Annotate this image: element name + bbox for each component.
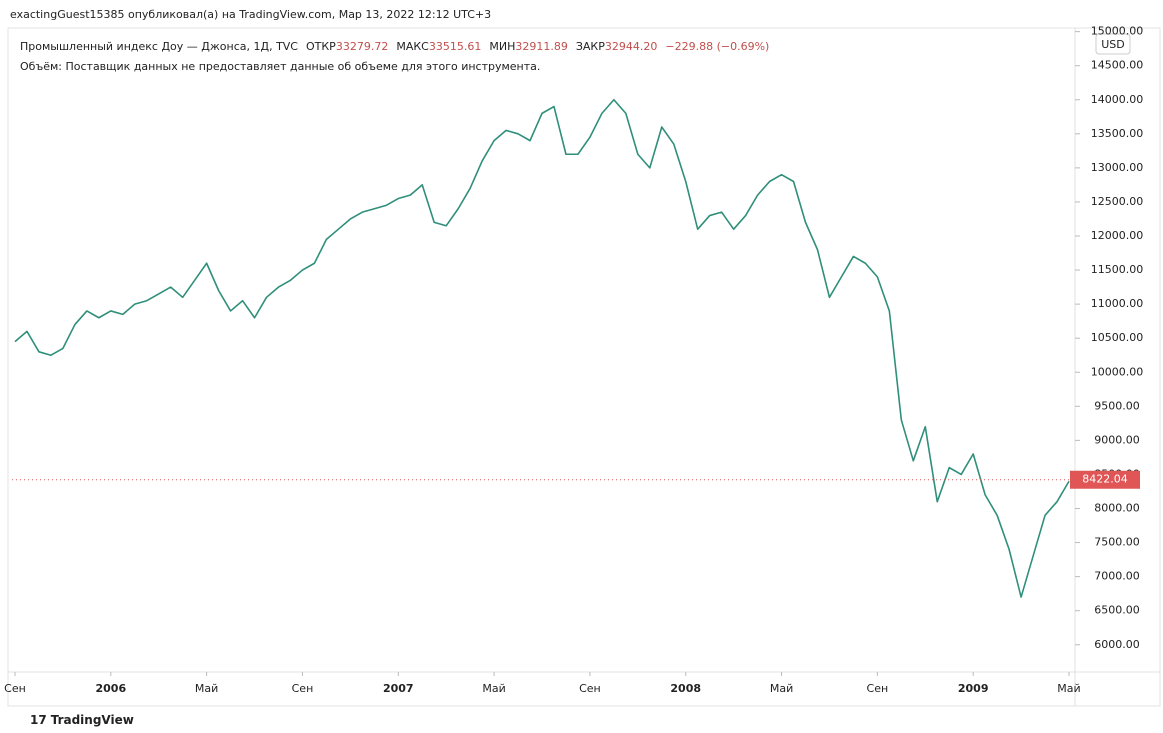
y-tick-label: 12500.00 (1091, 195, 1144, 208)
y-tick-label: 6500.00 (1094, 604, 1140, 617)
last-price-tag (1070, 470, 1140, 489)
legend: Промышленный индекс Доу — Джонса, 1Д, TV… (20, 40, 769, 53)
y-tick-label: 10000.00 (1091, 365, 1144, 378)
y-tick-label: 7000.00 (1094, 570, 1140, 583)
chart-frame (7, 27, 1161, 707)
price-line (14, 98, 1070, 598)
y-tick-label: 14500.00 (1091, 59, 1144, 72)
legend-open-label: ОТКР (306, 40, 336, 53)
x-tick-label: Сен (4, 682, 26, 695)
y-tick-label: 9500.00 (1094, 399, 1140, 412)
x-tick-label: 2008 (670, 682, 701, 695)
last-price-label: 8422.04 (1082, 473, 1128, 486)
y-tick-label: 9000.00 (1094, 433, 1140, 446)
y-tick-label: 14000.00 (1091, 93, 1144, 106)
y-tick-label: 13500.00 (1091, 127, 1144, 140)
legend-symbol: Промышленный индекс Доу — Джонса, 1Д, TV… (20, 40, 298, 53)
y-tick-label: 8000.00 (1094, 502, 1140, 515)
legend-close-label: ЗАКР (576, 40, 605, 53)
legend-change: −229.88 (−0.69%) (665, 40, 769, 53)
x-tick-label: 2009 (958, 682, 989, 695)
volume-note: Объём: Поставщик данных не предоставляет… (20, 60, 540, 73)
legend-close: 32944.20 (605, 40, 658, 53)
x-tick-label: Сен (292, 682, 314, 695)
x-tick-label: Май (770, 682, 793, 695)
y-tick-label: 11500.00 (1091, 263, 1144, 276)
x-tick-label: Май (195, 682, 218, 695)
legend-high: 33515.61 (429, 40, 482, 53)
y-tick-label: 7500.00 (1094, 536, 1140, 549)
legend-low: 32911.89 (515, 40, 568, 53)
x-tick-label: 2007 (383, 682, 414, 695)
y-tick-label: 6000.00 (1094, 638, 1140, 651)
x-tick-label: Май (482, 682, 505, 695)
legend-open: 33279.72 (336, 40, 389, 53)
x-tick-label: 2006 (96, 682, 127, 695)
y-tick-label: 10500.00 (1091, 331, 1144, 344)
footer-logo: 𝟭𝟳 TradingView (30, 713, 134, 727)
x-tick-label: Май (1057, 682, 1080, 695)
currency: USD (1101, 38, 1125, 51)
y-tick-label: 15000.00 (1091, 25, 1144, 38)
y-tick-label: 13000.00 (1091, 161, 1144, 174)
legend-low-label: МИН (489, 40, 515, 53)
x-tick-label: Сен (579, 682, 601, 695)
legend-high-label: МАКС (396, 40, 429, 53)
y-tick-label: 12000.00 (1091, 229, 1144, 242)
footer-brand: TradingView (51, 713, 134, 727)
currency-badge (1095, 33, 1131, 55)
y-tick-label: 11000.00 (1091, 297, 1144, 310)
x-tick-label: Сен (867, 682, 889, 695)
header-text: exactingGuest15385 опубликовал(а) на Tra… (10, 8, 491, 21)
